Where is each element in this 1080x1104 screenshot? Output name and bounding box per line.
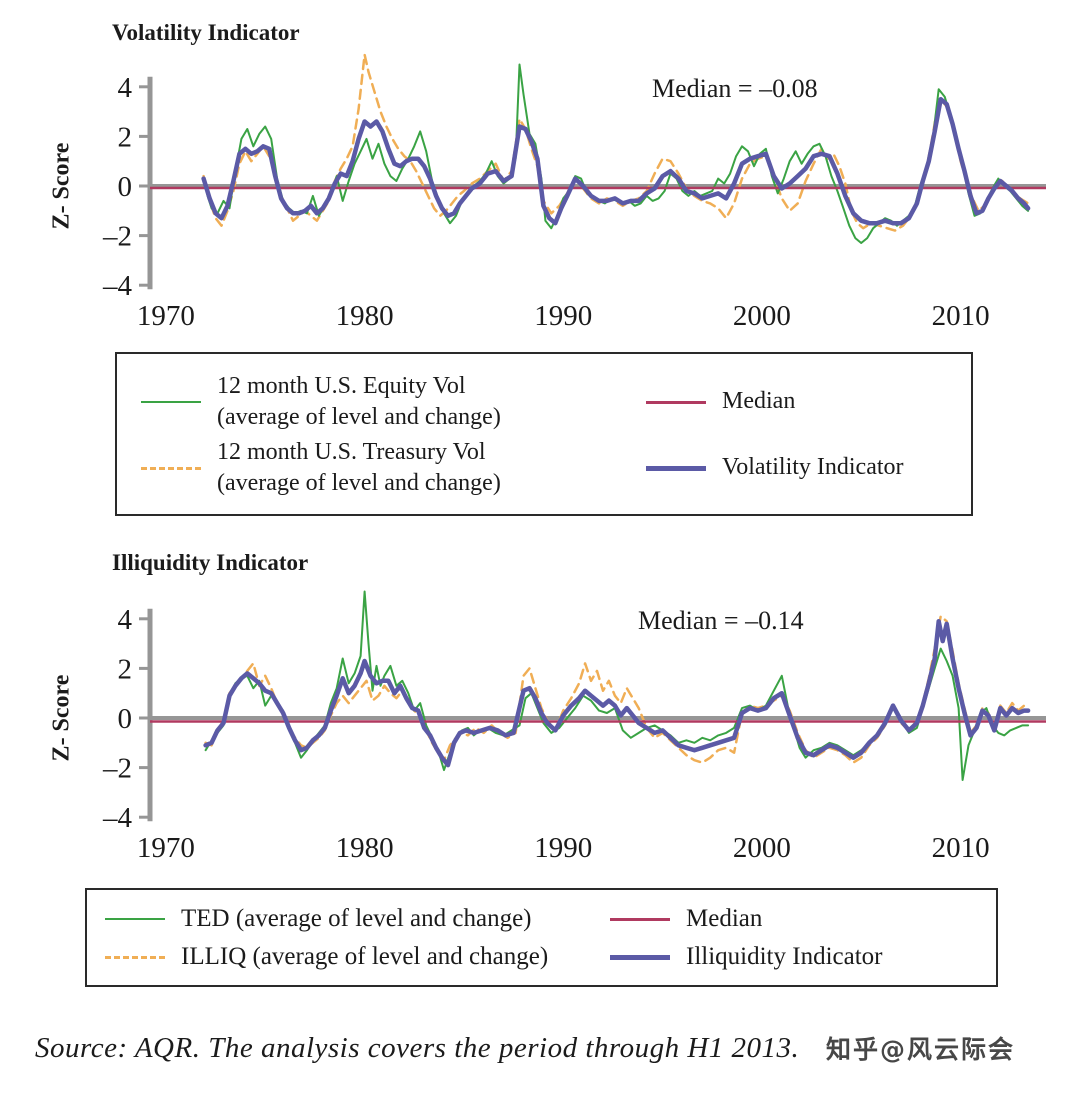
legend-item-illiquidity-indicator: Illiquidity Indicator [610,941,978,974]
legend-label: Median [722,386,795,417]
svg-text:2010: 2010 [932,300,990,332]
legend-label: ILLIQ (average of level and change) [181,941,548,974]
legend-label-line1: 12 month U.S. Equity Vol [217,372,466,399]
median-annotation-illiquidity: Median = –0.14 [638,606,804,635]
legend-label-line1: Median [686,904,763,932]
median-annotation-volatility: Median = –0.08 [652,74,818,103]
svg-text:1990: 1990 [534,300,592,332]
legend-row: TED (average of level and change) Median [105,900,978,938]
median-line-sample [646,400,706,404]
legend-label: 12 month U.S. Equity Vol (average of lev… [217,371,501,433]
svg-text:1970: 1970 [137,300,195,332]
legend-label-line1: ILLIQ (average of level and change) [181,942,549,970]
svg-text:–4: –4 [102,270,133,302]
legend-item-equity-vol: 12 month U.S. Equity Vol (average of lev… [141,371,646,433]
equity-vol-line-sample [141,401,201,403]
legend-label: Median [686,903,762,936]
ted-line-sample [105,918,165,920]
chart-title-illiquidity: Illiquidity Indicator [112,550,309,575]
legend-label: Volatility Indicator [722,452,904,483]
legend-label-line1: TED (average of level and change) [181,904,532,932]
legend-label: 12 month U.S. Treasury Vol (average of l… [217,437,501,499]
source-note: Source: AQR. The analysis covers the per… [35,1032,800,1064]
svg-text:0: 0 [118,171,133,203]
svg-text:4: 4 [118,72,133,104]
svg-text:–2: –2 [102,753,132,785]
svg-text:2: 2 [118,121,133,153]
svg-text:–2: –2 [102,221,132,253]
legend-item-ted: TED (average of level and change) [105,903,610,936]
legend-label-line2: (average of level and change) [217,404,501,430]
legend-label-line1: Volatility Indicator [722,454,904,481]
legend-label: Illiquidity Indicator [686,941,882,974]
legend-item-illiq: ILLIQ (average of level and change) [105,941,610,974]
illiquidity-indicator-line-sample [610,954,670,960]
svg-text:4: 4 [118,604,133,636]
illiq-line-sample [105,955,165,959]
legend-item-median: Median [646,386,947,417]
legend-row: ILLIQ (average of level and change) Illi… [105,938,978,976]
legend-item-median: Median [610,903,978,936]
watermark: 知乎@风云际会 [826,1035,1016,1064]
legend-label-line1: Illiquidity Indicator [686,942,883,970]
svg-text:2000: 2000 [733,300,791,332]
svg-text:1980: 1980 [336,300,394,332]
illiquidity-legend: TED (average of level and change) Median… [85,888,998,987]
legend-label: TED (average of level and change) [181,903,532,936]
volatility-legend: 12 month U.S. Equity Vol (average of lev… [115,352,973,516]
volatility-indicator-line-sample [646,465,706,471]
svg-text:1990: 1990 [534,832,592,864]
svg-text:2: 2 [118,653,133,685]
svg-text:0: 0 [118,703,133,735]
svg-text:2010: 2010 [932,832,990,864]
median-line-sample [610,917,670,921]
legend-label-line2: (average of level and change) [217,470,501,496]
legend-item-treasury-vol: 12 month U.S. Treasury Vol (average of l… [141,437,646,499]
svg-text:1980: 1980 [336,832,394,864]
treasury-vol-line-sample [141,466,201,470]
legend-item-volatility-indicator: Volatility Indicator [646,452,947,483]
svg-text:2000: 2000 [733,832,791,864]
legend-row: 12 month U.S. Treasury Vol (average of l… [141,436,947,500]
svg-text:–4: –4 [102,802,133,834]
legend-label-line1: Median [722,388,796,415]
svg-text:1970: 1970 [137,832,195,864]
legend-label-line1: 12 month U.S. Treasury Vol [217,438,486,465]
chart-title-volatility: Volatility Indicator [112,20,300,45]
legend-row: 12 month U.S. Equity Vol (average of lev… [141,370,947,434]
